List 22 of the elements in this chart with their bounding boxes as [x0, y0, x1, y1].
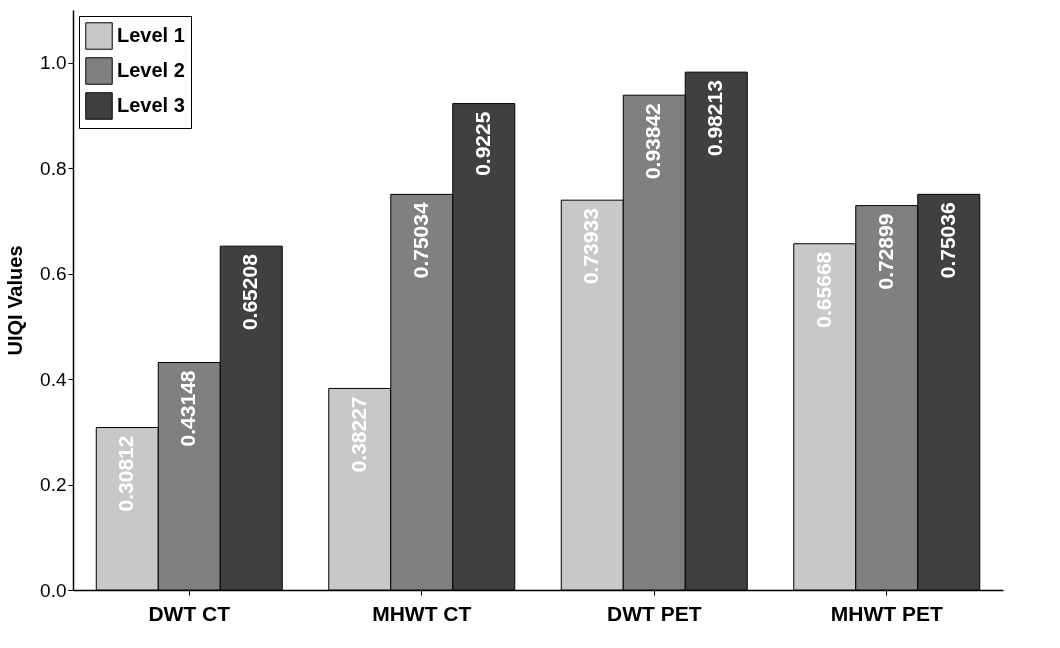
data-label: 0.9225 — [470, 111, 494, 176]
x-tick-label: MHWT PET — [830, 601, 943, 625]
data-label: 0.72899 — [873, 213, 897, 290]
x-tick-label: DWT CT — [148, 601, 231, 625]
y-tick-label: 0.8 — [40, 157, 67, 179]
data-label: 0.43148 — [176, 370, 200, 447]
y-tick-label: 1.0 — [40, 52, 67, 74]
y-tick-label: 0.0 — [40, 579, 67, 601]
y-axis-title: UIQI Values — [4, 245, 27, 356]
x-tick-label: MHWT CT — [372, 601, 472, 625]
legend-label: Level 2 — [117, 59, 185, 81]
data-label: 0.98213 — [703, 80, 727, 157]
y-tick-label: 0.4 — [40, 368, 67, 390]
y-tick-label: 0.6 — [40, 263, 67, 285]
x-tick-label: DWT PET — [607, 601, 702, 625]
data-label: 0.75034 — [408, 202, 432, 279]
data-label: 0.75036 — [935, 202, 959, 279]
data-label: 0.93842 — [641, 103, 665, 180]
y-tick-label: 0.2 — [40, 474, 67, 496]
legend-label: Level 3 — [117, 94, 185, 116]
data-label: 0.65208 — [238, 253, 262, 331]
legend-label: Level 1 — [117, 24, 185, 46]
